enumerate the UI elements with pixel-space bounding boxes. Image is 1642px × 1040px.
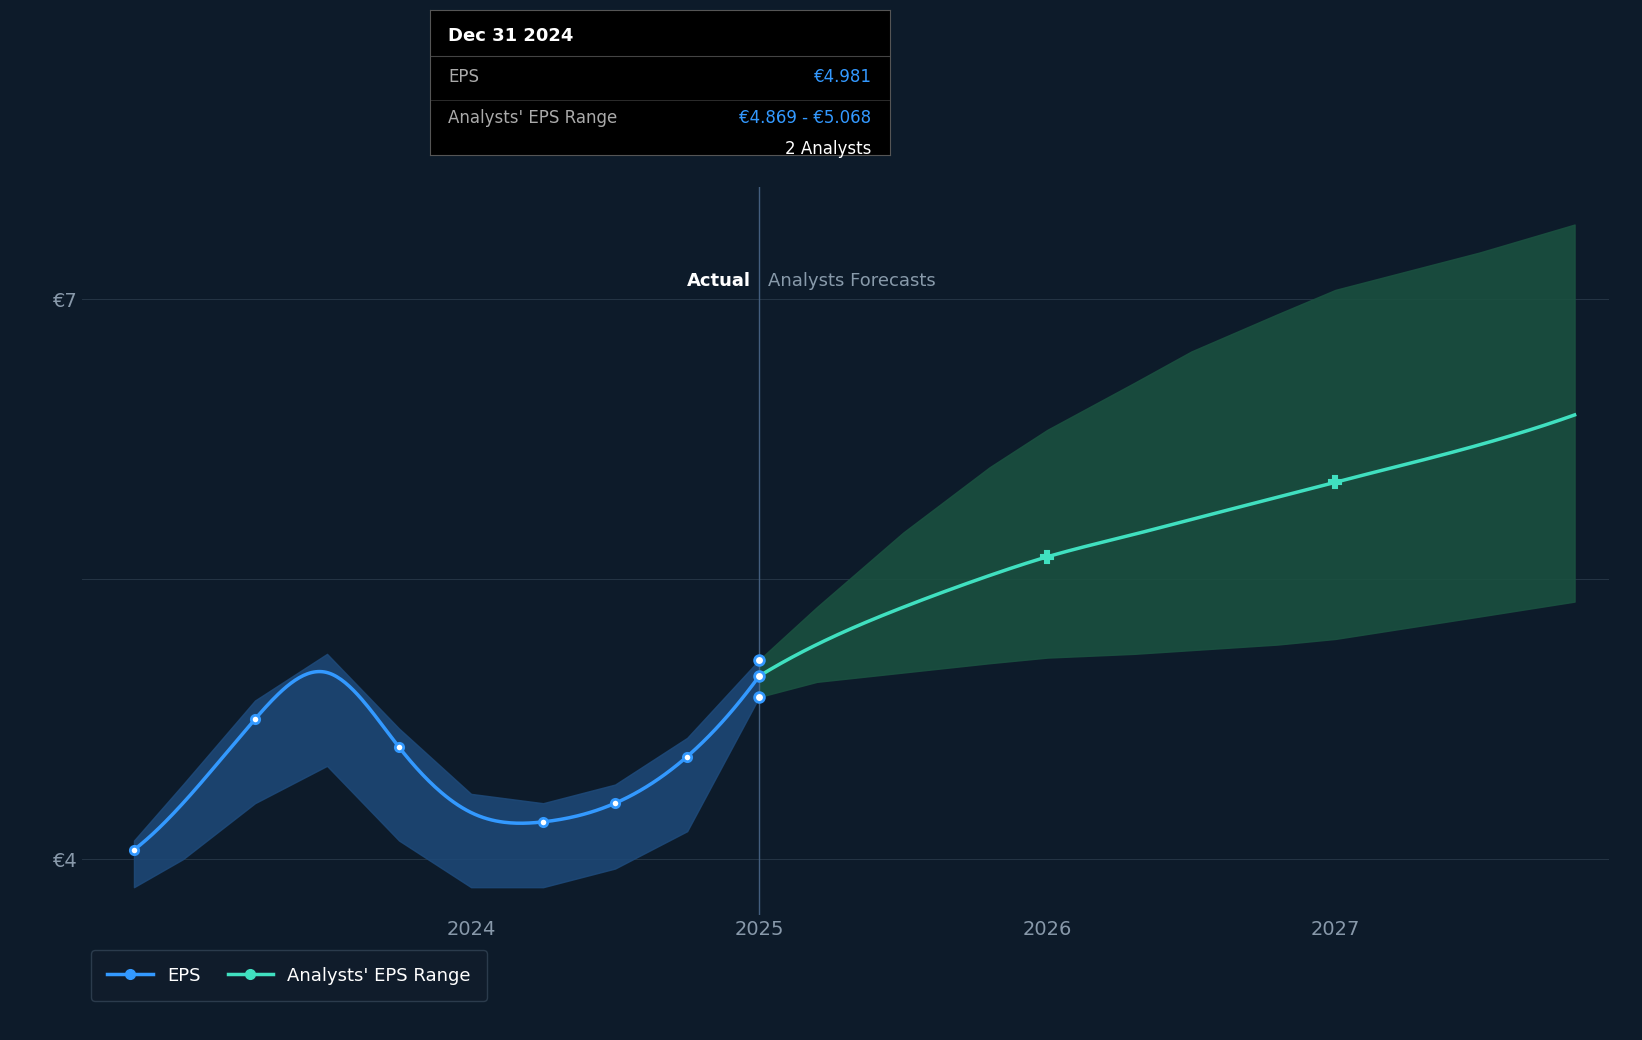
Text: 2 Analysts: 2 Analysts <box>785 140 872 158</box>
Text: Analysts Forecasts: Analysts Forecasts <box>768 271 936 290</box>
Text: Dec 31 2024: Dec 31 2024 <box>448 27 573 46</box>
Text: Analysts' EPS Range: Analysts' EPS Range <box>448 108 617 127</box>
Text: EPS: EPS <box>448 68 479 86</box>
Legend: EPS, Analysts' EPS Range: EPS, Analysts' EPS Range <box>90 951 488 1000</box>
Text: Actual: Actual <box>686 271 750 290</box>
Text: €4.869 - €5.068: €4.869 - €5.068 <box>739 108 872 127</box>
Text: €4.981: €4.981 <box>813 68 872 86</box>
